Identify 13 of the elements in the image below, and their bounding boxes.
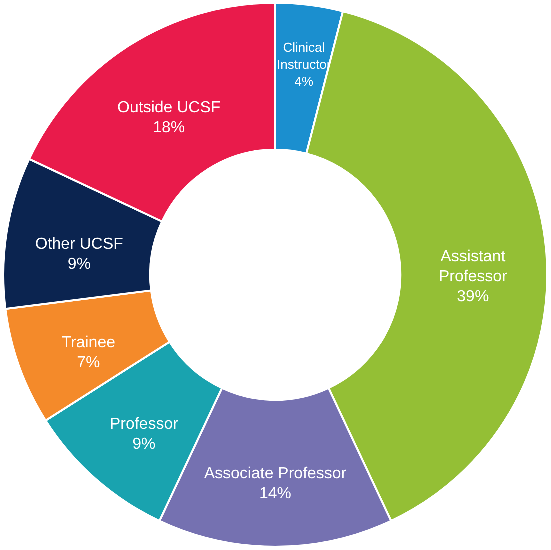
data-label: 7% [77,354,100,372]
data-label: 18% [153,119,186,136]
data-label: 9% [132,436,156,453]
slice-label: Professor [110,416,180,433]
slice-label: Outside UCSF [118,99,221,116]
slice-label: Trainee [62,334,116,352]
slice-label: Associate Professor [204,466,348,483]
data-label: 9% [68,256,91,273]
slice-label: Other UCSF [35,236,124,253]
data-label: 4% [294,74,314,90]
data-label: 39% [457,288,490,306]
data-label: 14% [259,486,292,503]
slice-label: Assistant Professor [438,248,508,286]
